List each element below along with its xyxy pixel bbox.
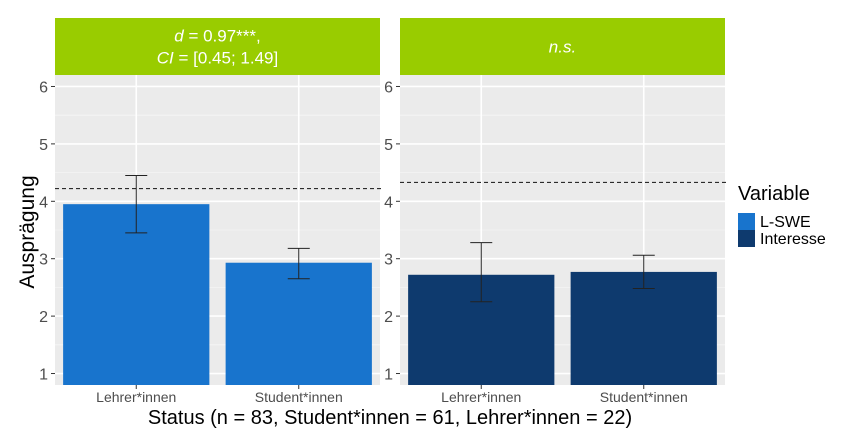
facet-strip-2 [400, 18, 725, 75]
y-tick-label: 2 [384, 309, 393, 326]
bar-l-swe-2 [225, 262, 372, 385]
y-tick-label: 3 [384, 252, 393, 269]
y-tick-label: 5 [39, 137, 48, 154]
y-tick-label: 5 [384, 137, 393, 154]
bar-l-swe-1 [63, 204, 210, 385]
legend-key-1 [738, 213, 755, 230]
bar-interesse-2 [570, 271, 717, 385]
y-tick-label: 6 [39, 79, 48, 96]
y-axis-title: Ausprägung [16, 175, 39, 288]
error-bar [125, 174, 148, 234]
y-tick-label: 4 [384, 194, 393, 211]
x-tick-label: Student*innen [600, 389, 688, 405]
y-tick-label: 2 [39, 309, 48, 326]
facet-strip-label: n.s. [549, 38, 576, 57]
y-tick-label: 1 [384, 367, 393, 384]
legend-key-2 [738, 230, 755, 247]
facet-strip-label: CI = [0.45; 1.49] [157, 49, 278, 68]
y-tick-label: 3 [39, 252, 48, 269]
x-tick-label: Lehrer*innen [96, 389, 176, 405]
y-tick-label: 4 [39, 194, 48, 211]
legend-label-1: L-SWE [760, 214, 811, 231]
legend-label-2: Interesse [760, 231, 826, 248]
x-tick-label: Student*innen [255, 389, 343, 405]
legend-title: Variable [738, 183, 810, 205]
facet-strip-1 [55, 18, 380, 75]
error-bar [287, 247, 310, 280]
error-bar [632, 254, 655, 290]
facet-strip-label: d = 0.97***, [174, 27, 261, 46]
x-axis-title: Status (n = 83, Student*innen = 61, Lehr… [148, 407, 632, 429]
x-tick-label: Lehrer*innen [441, 389, 521, 405]
y-tick-label: 1 [39, 367, 48, 384]
y-tick-label: 6 [384, 79, 393, 96]
error-bar [470, 242, 493, 303]
